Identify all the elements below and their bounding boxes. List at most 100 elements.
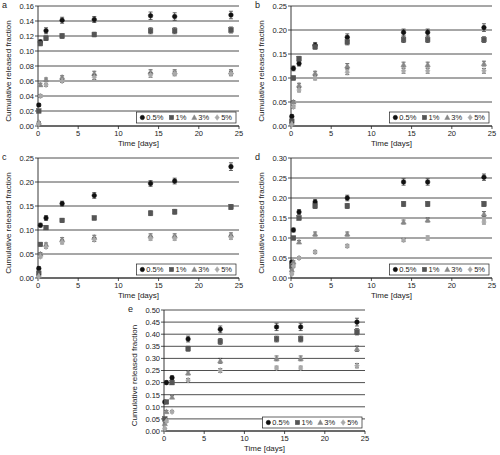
x-tick-label: 5 xyxy=(202,434,206,443)
error-bar xyxy=(60,218,64,222)
point xyxy=(229,13,234,18)
point xyxy=(229,71,234,77)
legend-label: 0.5% xyxy=(146,113,163,122)
point xyxy=(291,236,296,241)
point xyxy=(297,57,302,62)
y-tick-label: 0.10 xyxy=(19,47,34,56)
point xyxy=(186,377,191,383)
legend-marker xyxy=(341,420,345,426)
error-bar xyxy=(229,163,233,171)
error-bar xyxy=(173,71,177,76)
point xyxy=(425,217,430,222)
error-bar xyxy=(402,62,406,67)
legend: 0.5%1%3%5% xyxy=(136,112,236,123)
point xyxy=(297,255,302,261)
error-bar xyxy=(482,24,486,32)
legend-label: 3% xyxy=(451,265,462,274)
error-cap xyxy=(275,341,279,342)
panel: 0.000.050.100.150.200.250.300510152025Ti… xyxy=(255,152,496,300)
y-tick-label: 0.10 xyxy=(19,226,34,235)
point xyxy=(170,409,175,415)
error-bar xyxy=(297,210,301,215)
x-tick-label: 0 xyxy=(289,281,293,290)
y-tick-label: 0.40 xyxy=(145,330,160,339)
point xyxy=(148,211,153,216)
legend-label: 3% xyxy=(451,113,462,122)
legend-marker xyxy=(393,115,397,119)
error-cap xyxy=(149,33,153,34)
error-cap xyxy=(402,178,406,179)
grid-line xyxy=(291,6,492,7)
legend: 0.5%1%3%5% xyxy=(389,264,489,275)
grid-line xyxy=(38,230,239,231)
legend: 0.5%1%3%5% xyxy=(262,417,362,428)
y-tick-label: 0.04 xyxy=(19,92,34,101)
x-tick-label: 20 xyxy=(195,281,203,290)
y-tick xyxy=(288,6,291,7)
error-cap xyxy=(482,31,486,32)
point xyxy=(92,32,97,37)
error-bar xyxy=(60,34,64,39)
legend-marker xyxy=(422,267,426,271)
x-tick-label: 20 xyxy=(448,281,456,290)
point xyxy=(425,30,430,35)
error-cap xyxy=(218,338,222,339)
grid-line xyxy=(291,30,492,31)
y-tick-label: 0.05 xyxy=(272,254,287,263)
y-tick-label: 0.30 xyxy=(145,354,160,363)
legend-label: 5% xyxy=(347,418,358,427)
point xyxy=(218,327,223,332)
error-cap xyxy=(149,19,153,20)
error-bar xyxy=(482,68,486,73)
x-tick-label: 25 xyxy=(235,129,243,138)
legend-label: 5% xyxy=(474,113,485,122)
legend-box xyxy=(389,264,489,275)
error-cap xyxy=(426,178,430,179)
error-bar xyxy=(355,329,359,335)
point xyxy=(169,394,174,399)
y-tick-label: 0.25 xyxy=(145,366,160,375)
point xyxy=(37,266,42,271)
grid-line xyxy=(38,66,239,67)
legend-label: 1% xyxy=(175,265,186,274)
point xyxy=(164,418,169,424)
point xyxy=(60,218,65,223)
error-bar xyxy=(92,32,96,37)
error-cap xyxy=(60,17,64,18)
error-bar xyxy=(402,37,406,43)
error-bar xyxy=(92,193,96,199)
x-tick-label: 5 xyxy=(329,281,333,290)
y-tick-label: 0.20 xyxy=(145,378,160,387)
y-tick xyxy=(288,30,291,31)
point xyxy=(218,368,223,374)
error-bar xyxy=(313,232,317,236)
grid-line xyxy=(291,198,492,199)
grid-line xyxy=(291,78,492,79)
x-axis-label: Time [days] xyxy=(371,291,412,300)
error-bar xyxy=(297,216,301,220)
grid-line xyxy=(291,126,492,127)
error-bar xyxy=(313,44,317,49)
point xyxy=(172,71,177,77)
error-bar xyxy=(186,346,190,351)
grid-line xyxy=(291,178,492,179)
point xyxy=(482,37,487,42)
error-cap xyxy=(44,27,48,28)
y-axis xyxy=(38,6,39,126)
point xyxy=(425,68,430,74)
error-bar xyxy=(297,61,301,66)
legend-label: 5% xyxy=(221,113,232,122)
point xyxy=(172,14,177,19)
legend-label: 5% xyxy=(474,265,485,274)
error-cap xyxy=(482,174,486,175)
error-bar xyxy=(291,236,295,239)
error-bar xyxy=(173,28,177,34)
legend-box xyxy=(136,264,236,275)
point xyxy=(345,204,350,209)
point xyxy=(218,339,223,344)
legend-marker xyxy=(215,267,219,273)
error-cap xyxy=(149,12,153,13)
error-bar xyxy=(173,209,177,214)
error-bar xyxy=(37,110,41,113)
point xyxy=(164,380,169,385)
